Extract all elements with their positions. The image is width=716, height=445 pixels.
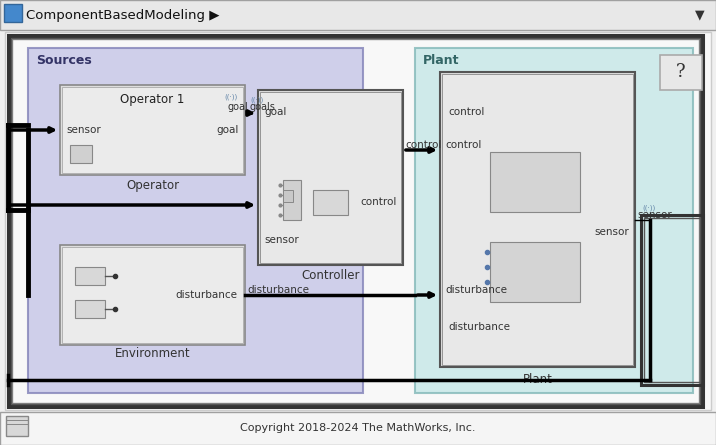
FancyBboxPatch shape xyxy=(258,90,403,265)
Text: disturbance: disturbance xyxy=(445,285,507,295)
Text: ComponentBasedModeling ▶: ComponentBasedModeling ▶ xyxy=(26,8,220,21)
FancyBboxPatch shape xyxy=(60,245,245,345)
FancyBboxPatch shape xyxy=(283,190,293,202)
FancyBboxPatch shape xyxy=(75,300,105,318)
Text: Controller: Controller xyxy=(301,268,359,282)
FancyBboxPatch shape xyxy=(70,145,92,163)
FancyBboxPatch shape xyxy=(260,92,401,263)
FancyBboxPatch shape xyxy=(75,267,105,285)
Text: Plant: Plant xyxy=(423,53,460,66)
Text: goal: goal xyxy=(264,107,286,117)
FancyBboxPatch shape xyxy=(490,242,580,302)
FancyBboxPatch shape xyxy=(0,412,716,445)
FancyBboxPatch shape xyxy=(415,48,693,393)
Text: ((·)): ((·)) xyxy=(251,97,263,103)
Text: Environment: Environment xyxy=(115,347,190,360)
Text: sensor: sensor xyxy=(264,235,299,245)
Text: sensor: sensor xyxy=(637,210,672,220)
FancyBboxPatch shape xyxy=(283,180,301,220)
Text: control: control xyxy=(445,140,481,150)
Text: Sources: Sources xyxy=(36,53,92,66)
Text: ((·)): ((·)) xyxy=(642,205,656,211)
Text: Plant: Plant xyxy=(523,372,553,385)
FancyBboxPatch shape xyxy=(4,4,22,22)
FancyBboxPatch shape xyxy=(28,48,363,393)
FancyBboxPatch shape xyxy=(62,87,243,173)
Text: control: control xyxy=(448,107,485,117)
Text: Operator: Operator xyxy=(126,178,179,191)
FancyBboxPatch shape xyxy=(440,72,635,367)
Text: ((·)): ((·)) xyxy=(224,94,238,100)
FancyBboxPatch shape xyxy=(442,74,633,365)
Text: ▼: ▼ xyxy=(695,8,705,21)
Text: goal: goal xyxy=(228,102,248,112)
Text: disturbance: disturbance xyxy=(175,290,237,300)
Text: sensor: sensor xyxy=(594,227,629,237)
FancyBboxPatch shape xyxy=(0,0,716,30)
Text: goals: goals xyxy=(250,102,276,112)
FancyBboxPatch shape xyxy=(5,32,711,410)
FancyBboxPatch shape xyxy=(62,247,243,343)
FancyBboxPatch shape xyxy=(6,416,28,436)
Text: goal: goal xyxy=(217,125,239,135)
FancyBboxPatch shape xyxy=(60,85,245,175)
Text: sensor: sensor xyxy=(66,125,101,135)
Text: disturbance: disturbance xyxy=(448,322,510,332)
Text: Operator 1: Operator 1 xyxy=(120,93,185,105)
FancyBboxPatch shape xyxy=(313,190,348,215)
Text: ?: ? xyxy=(676,63,686,81)
Text: control: control xyxy=(405,140,441,150)
FancyBboxPatch shape xyxy=(660,55,702,90)
Text: Copyright 2018-2024 The MathWorks, Inc.: Copyright 2018-2024 The MathWorks, Inc. xyxy=(241,423,475,433)
Text: disturbance: disturbance xyxy=(247,285,309,295)
Text: control: control xyxy=(361,197,397,207)
FancyBboxPatch shape xyxy=(490,152,580,212)
